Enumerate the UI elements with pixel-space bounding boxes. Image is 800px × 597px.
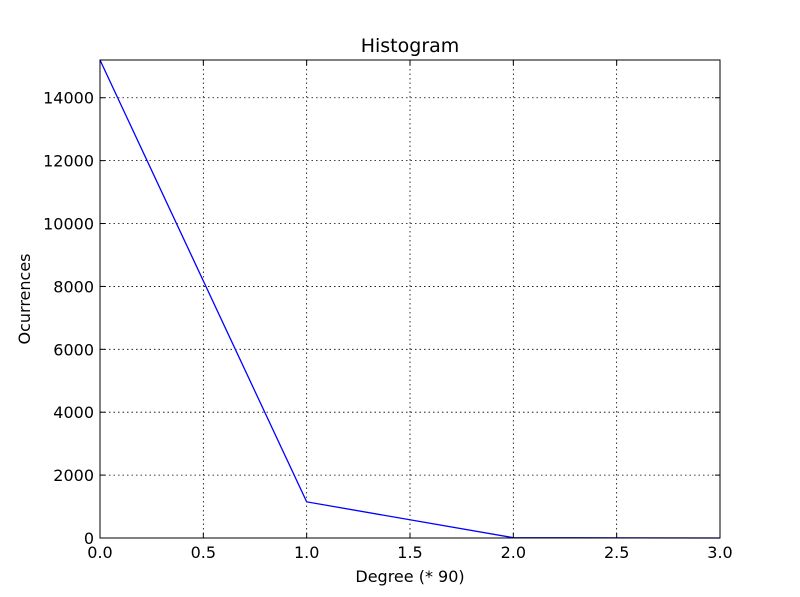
y-axis-label: Ocurrences bbox=[15, 253, 34, 344]
y-tick-label: 8000 bbox=[53, 277, 94, 296]
x-tick-labels: 0.0 0.5 1.0 1.5 2.0 2.5 3.0 bbox=[87, 543, 732, 562]
x-axis-label: Degree (* 90) bbox=[355, 567, 464, 586]
y-tick-label: 10000 bbox=[43, 215, 94, 234]
x-tick-label: 1.0 bbox=[294, 543, 319, 562]
x-tick-label: 1.5 bbox=[397, 543, 422, 562]
x-tick-label: 3.0 bbox=[707, 543, 732, 562]
grid-lines bbox=[100, 60, 720, 538]
x-tick-label: 2.5 bbox=[604, 543, 629, 562]
y-tick-label: 6000 bbox=[53, 340, 94, 359]
y-tick-label: 14000 bbox=[43, 89, 94, 108]
y-tick-labels: 0 2000 4000 6000 8000 10000 12000 14000 bbox=[43, 89, 94, 548]
y-tick-label: 4000 bbox=[53, 403, 94, 422]
x-tick-label: 0.5 bbox=[191, 543, 216, 562]
chart-title: Histogram bbox=[361, 35, 460, 57]
y-tick-label: 0 bbox=[84, 529, 94, 548]
y-tick-label: 12000 bbox=[43, 152, 94, 171]
y-tick-label: 2000 bbox=[53, 466, 94, 485]
x-tick-label: 2.0 bbox=[501, 543, 526, 562]
x-tick-label: 0.0 bbox=[87, 543, 112, 562]
tick-marks bbox=[99, 60, 721, 539]
